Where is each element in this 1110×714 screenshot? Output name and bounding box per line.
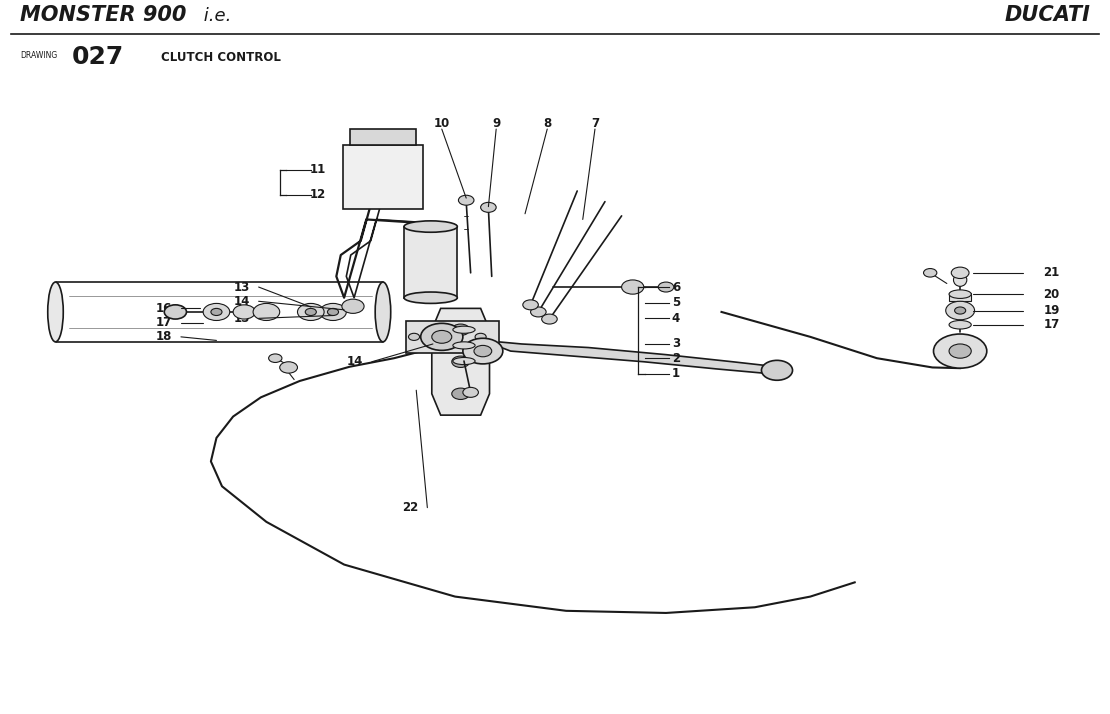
Circle shape	[421, 323, 463, 351]
Circle shape	[164, 305, 186, 319]
Text: 17: 17	[157, 316, 172, 329]
Text: 6: 6	[672, 281, 680, 293]
Circle shape	[320, 303, 346, 321]
Polygon shape	[483, 341, 777, 374]
Text: 14: 14	[234, 295, 250, 308]
Circle shape	[452, 388, 470, 399]
Circle shape	[253, 303, 280, 321]
Text: 19: 19	[1043, 304, 1060, 317]
Ellipse shape	[453, 342, 475, 349]
Text: 8: 8	[543, 117, 552, 130]
Text: 22: 22	[403, 501, 418, 514]
Text: 15: 15	[234, 312, 250, 325]
Text: DRAWING: DRAWING	[20, 51, 58, 60]
Circle shape	[233, 305, 255, 319]
Text: 16: 16	[157, 302, 172, 315]
Circle shape	[452, 324, 470, 336]
Circle shape	[761, 361, 793, 381]
Ellipse shape	[404, 221, 457, 232]
Text: 13: 13	[234, 281, 250, 293]
Polygon shape	[406, 321, 500, 353]
Circle shape	[946, 301, 975, 320]
Text: 2: 2	[672, 352, 680, 365]
Circle shape	[458, 195, 474, 205]
Circle shape	[463, 388, 478, 398]
Bar	[350, 129, 416, 145]
Bar	[404, 226, 457, 298]
Circle shape	[305, 308, 316, 316]
Text: 5: 5	[672, 296, 680, 309]
Text: 3: 3	[672, 338, 680, 351]
Circle shape	[924, 268, 937, 277]
Circle shape	[432, 331, 452, 343]
Circle shape	[622, 280, 644, 294]
Circle shape	[327, 308, 339, 316]
Circle shape	[955, 307, 966, 314]
Text: 17: 17	[1043, 318, 1060, 331]
Circle shape	[531, 307, 546, 317]
Text: 12: 12	[310, 188, 325, 201]
Bar	[343, 145, 423, 208]
Text: DUCATI: DUCATI	[1005, 5, 1090, 25]
Ellipse shape	[949, 290, 971, 298]
Text: 14: 14	[347, 356, 363, 368]
Ellipse shape	[375, 282, 391, 342]
Bar	[949, 293, 971, 301]
Ellipse shape	[453, 358, 475, 365]
Ellipse shape	[453, 326, 475, 333]
Ellipse shape	[953, 273, 967, 286]
Text: 21: 21	[1043, 266, 1060, 279]
Text: 18: 18	[157, 331, 172, 343]
Circle shape	[280, 362, 297, 373]
Circle shape	[523, 300, 538, 310]
Circle shape	[542, 314, 557, 324]
Text: 027: 027	[72, 45, 124, 69]
Text: 10: 10	[434, 117, 450, 130]
Ellipse shape	[48, 282, 63, 342]
Text: 9: 9	[492, 117, 501, 130]
Circle shape	[211, 308, 222, 316]
Circle shape	[408, 333, 420, 341]
Circle shape	[951, 267, 969, 278]
Polygon shape	[432, 308, 490, 415]
Circle shape	[452, 356, 470, 368]
Ellipse shape	[949, 321, 971, 329]
Circle shape	[475, 333, 486, 341]
Ellipse shape	[404, 292, 457, 303]
Text: 20: 20	[1043, 288, 1060, 301]
Text: 7: 7	[591, 117, 599, 130]
Circle shape	[949, 344, 971, 358]
Circle shape	[269, 354, 282, 363]
Circle shape	[342, 299, 364, 313]
Circle shape	[203, 303, 230, 321]
Text: CLUTCH CONTROL: CLUTCH CONTROL	[161, 51, 281, 64]
Text: MONSTER 900: MONSTER 900	[20, 5, 186, 25]
Circle shape	[474, 346, 492, 357]
Text: 1: 1	[672, 368, 680, 381]
Circle shape	[658, 282, 674, 292]
Circle shape	[297, 303, 324, 321]
Text: 4: 4	[672, 312, 680, 325]
Text: 11: 11	[310, 163, 325, 176]
Text: i.e.: i.e.	[198, 7, 231, 25]
Circle shape	[934, 334, 987, 368]
Circle shape	[463, 338, 503, 364]
Circle shape	[481, 202, 496, 212]
